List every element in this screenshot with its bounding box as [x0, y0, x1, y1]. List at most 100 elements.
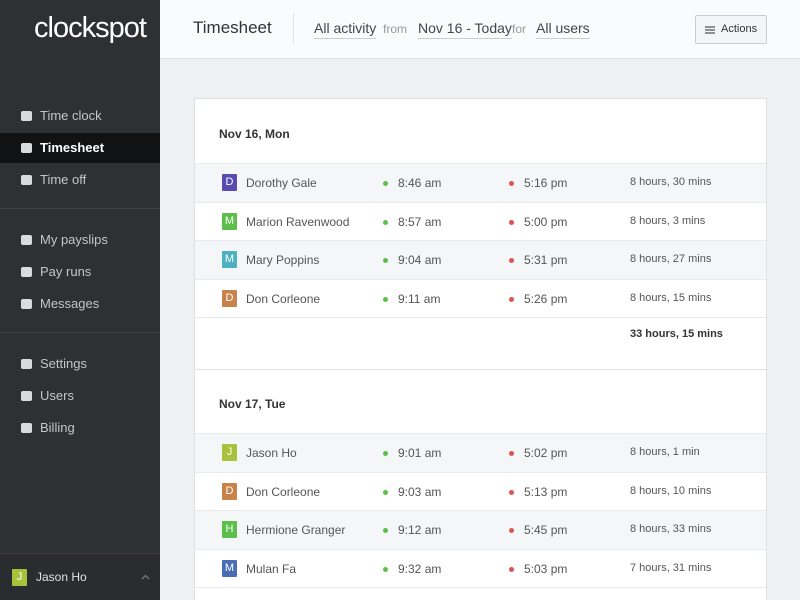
nav-item[interactable]: Timesheet	[0, 133, 160, 163]
duration: 8 hours, 1 min	[630, 446, 700, 458]
nav-item[interactable]: Time off	[0, 165, 160, 195]
avatar: J	[222, 444, 237, 461]
clock-in-dot	[383, 489, 388, 495]
row-border	[195, 587, 766, 588]
nav-item[interactable]: Time clock	[0, 101, 160, 131]
row-border	[195, 317, 766, 318]
clock-in-dot	[383, 296, 388, 302]
nav-item[interactable]: My payslips	[0, 225, 160, 255]
clock-out-time: 5:13 pm	[524, 484, 568, 499]
clock-in-dot	[383, 181, 388, 186]
nav-item[interactable]: Users	[0, 381, 160, 411]
clock-in-time: 9:32 am	[398, 561, 442, 576]
employee-name: Hermione Granger	[246, 523, 346, 537]
clock-in-dot	[383, 451, 388, 456]
duration: 8 hours, 30 mins	[630, 176, 712, 188]
clock-out-dot	[509, 489, 514, 495]
page-title: Timesheet	[193, 18, 272, 37]
avatar: M	[222, 559, 237, 577]
time-entry-row[interactable]: M Marion Ravenwood 8:57 am 5:00 pm 8 hours, …	[195, 201, 766, 241]
avatar: D	[222, 289, 237, 307]
employee-name: Don Corleone	[246, 291, 321, 306]
nav-icon	[21, 359, 32, 369]
time-entry-row[interactable]: J Jason Ho 9:01 am 5:02 pm 8 hours, 1 min	[195, 433, 766, 472]
nav-label: Billing	[40, 420, 75, 435]
time-entry-row[interactable]: H Hermione Granger 9:12 am 5:45 pm 8 hours, …	[195, 510, 766, 549]
for-label: for	[512, 22, 527, 36]
nav-item[interactable]: Messages	[0, 289, 160, 319]
clock-out-dot	[509, 258, 514, 263]
timesheet-card: Nov 16, Mon D Dorothy Gale 8:46 am 5:16 pm 8 …	[194, 98, 767, 600]
avatar: D	[222, 174, 237, 191]
employee-name: Marion Ravenwood	[246, 214, 350, 229]
activity-filter[interactable]: All activity	[314, 20, 377, 39]
time-entry-row[interactable]: D Don Corleone 9:03 am 5:13 pm 8 hours, 10 m…	[195, 471, 766, 511]
nav-icon	[21, 299, 32, 309]
clock-out-dot	[509, 566, 514, 572]
section-divider	[195, 369, 766, 370]
clock-in-dot	[383, 258, 388, 263]
actions-label: Actions	[721, 23, 758, 35]
separator	[0, 332, 160, 333]
clock-out-time: 5:03 pm	[524, 561, 568, 576]
employee-name: Mulan Fa	[246, 561, 297, 576]
user-avatar: J	[12, 569, 27, 586]
clock-out-time: 5:31 pm	[524, 253, 568, 267]
nav-item[interactable]: Pay runs	[0, 257, 160, 287]
clock-out-time: 5:45 pm	[524, 523, 568, 537]
clock-out-time: 5:26 pm	[524, 291, 568, 306]
duration: 7 hours, 31 mins	[630, 561, 712, 574]
nav-label: Time clock	[40, 108, 102, 123]
nav-icon	[21, 143, 32, 153]
nav-label: Time off	[40, 172, 87, 187]
duration: 8 hours, 33 mins	[630, 523, 712, 535]
nav-icon	[21, 111, 32, 121]
user-name: Jason Ho	[36, 570, 87, 584]
date-range-filter[interactable]: Nov 16 - Today	[418, 20, 512, 39]
users-filter[interactable]: All users	[536, 20, 590, 39]
time-entry-row[interactable]: M Mulan Fa 9:32 am 5:03 pm 7 hours, 31 mins	[195, 548, 766, 588]
clock-in-time: 8:57 am	[398, 214, 442, 229]
actions-button[interactable]: Actions	[695, 15, 767, 44]
header: Timesheet All activity from Nov 16 - Tod…	[160, 0, 800, 59]
nav-label: My payslips	[40, 232, 108, 247]
clock-out-dot	[509, 451, 514, 456]
nav-icon	[21, 391, 32, 401]
nav-icon	[21, 235, 32, 245]
employee-name: Jason Ho	[246, 446, 297, 460]
time-entry-row[interactable]: D Don Corleone 9:11 am 5:26 pm 8 hours, 15 m…	[195, 278, 766, 318]
nav-label: Timesheet	[40, 140, 105, 155]
time-entry-row[interactable]: D Dorothy Gale 8:46 am 5:16 pm 8 hours, 30 m…	[195, 163, 766, 202]
clock-in-time: 9:03 am	[398, 484, 442, 499]
clock-in-time: 9:12 am	[398, 523, 442, 537]
clock-in-time: 9:11 am	[398, 291, 441, 306]
from-label: from	[383, 22, 407, 36]
clock-out-dot	[509, 219, 514, 225]
employee-name: Don Corleone	[246, 484, 321, 499]
clock-out-time: 5:00 pm	[524, 214, 568, 229]
avatar: H	[222, 521, 237, 538]
clock-in-time: 9:04 am	[398, 253, 442, 267]
chevron-icon	[141, 574, 150, 580]
user-bar[interactable]: J Jason Ho	[0, 553, 160, 600]
time-entry-row[interactable]: M Mary Poppins 9:04 am 5:31 pm 8 hours, 27 m…	[195, 240, 766, 279]
nav-label: Messages	[40, 296, 100, 311]
sidebar: clockspot J Jason Ho Time clock Timesheet…	[0, 0, 160, 600]
clock-in-time: 9:01 am	[398, 446, 442, 460]
clock-out-dot	[509, 296, 514, 302]
duration: 8 hours, 27 mins	[630, 253, 712, 265]
nav-item[interactable]: Billing	[0, 413, 160, 443]
nav-item[interactable]: Settings	[0, 349, 160, 379]
clock-out-dot	[509, 181, 514, 186]
logo[interactable]: clockspot	[34, 12, 147, 44]
nav-label: Users	[40, 388, 74, 403]
avatar: D	[222, 482, 237, 500]
nav-icon	[21, 267, 32, 277]
avatar: M	[222, 251, 237, 268]
nav-label: Pay runs	[40, 264, 92, 279]
clock-in-dot	[383, 219, 388, 225]
clock-in-time: 8:46 am	[398, 176, 442, 190]
menu-icon	[705, 26, 715, 34]
nav-icon	[21, 423, 32, 433]
